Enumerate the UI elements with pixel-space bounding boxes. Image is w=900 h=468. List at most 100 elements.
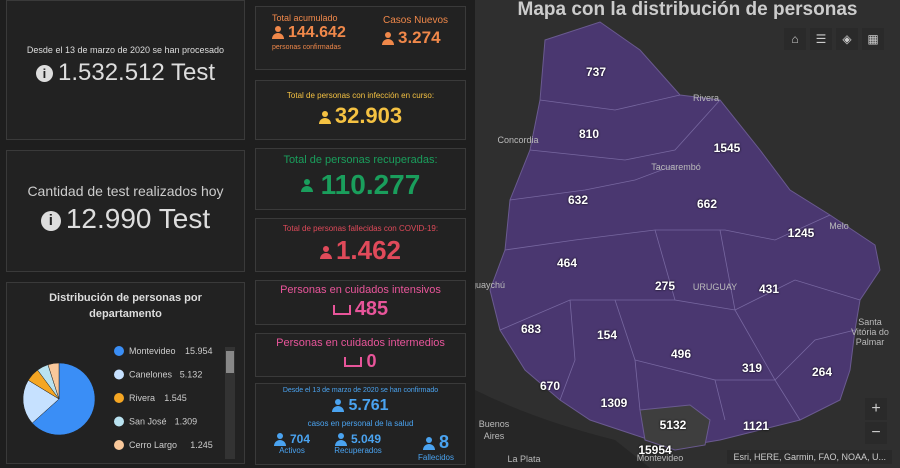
department-count: 264 bbox=[811, 365, 833, 379]
department-count: 810 bbox=[578, 127, 600, 141]
map: Mapa con la distribución de personas ⌂ ☰… bbox=[475, 0, 900, 468]
legend-button[interactable]: ☰ bbox=[810, 28, 832, 50]
caption: Total de personas fallecidas con COVID-1… bbox=[282, 224, 439, 233]
legend-name: Cerro Largo bbox=[129, 440, 177, 450]
department-count: 154 bbox=[596, 328, 618, 342]
legend-swatch bbox=[114, 440, 124, 450]
value: 12.990 Test bbox=[65, 203, 211, 234]
department-count: 5132 bbox=[659, 418, 687, 432]
legend-value: 1.245 bbox=[190, 440, 213, 450]
caption: Desde el 13 de marzo de 2020 se han proc… bbox=[26, 45, 225, 55]
intermediate-card: Personas en cuidados intermedios 0 bbox=[255, 333, 466, 377]
stat-number: 5.049 bbox=[350, 432, 382, 446]
caption: Total de personas recuperadas: bbox=[283, 154, 438, 166]
pie-slice bbox=[31, 362, 96, 436]
caption: Personas en cuidados intensivos bbox=[280, 284, 441, 296]
zoom-in[interactable]: + bbox=[865, 398, 887, 420]
deceased-card: Total de personas fallecidas con COVID-1… bbox=[255, 218, 466, 272]
place-label: Rivera bbox=[692, 93, 720, 103]
place-label: La Plata bbox=[507, 454, 541, 464]
legend-swatch bbox=[114, 416, 124, 427]
value: 144.642 bbox=[288, 24, 346, 41]
value: 485 bbox=[354, 298, 389, 320]
place-label: Tacuarembó bbox=[651, 162, 701, 172]
caption: Total de personas con infección en curso… bbox=[286, 91, 435, 100]
value-row: 5.761 bbox=[256, 397, 465, 415]
health-card: Desde el 13 de marzo de 2020 se han conf… bbox=[255, 383, 466, 465]
scrollbar bbox=[225, 347, 235, 459]
department-count: 464 bbox=[556, 256, 578, 270]
department-count: 431 bbox=[758, 282, 780, 296]
department-count: 1245 bbox=[787, 226, 815, 240]
attribution: Esri, HERE, Garmin, FAO, NOAA, U... bbox=[727, 450, 892, 464]
stat: 704 Activos bbox=[262, 432, 322, 455]
tests-today-panel: Cantidad de test realizados hoy i 12.990 … bbox=[6, 150, 245, 272]
sub: personas confirmadas bbox=[272, 44, 341, 51]
value: 1.532.512 Test bbox=[57, 59, 216, 86]
pie-chart: Montevideo 15.954 Canelones 5.132 Rivera 1.54… bbox=[22, 346, 213, 450]
legend-swatch bbox=[114, 346, 124, 356]
value-row: 144.642 bbox=[272, 24, 346, 42]
pie-slice bbox=[47, 362, 60, 400]
caption: Desde el 13 de marzo de 2020 se han conf… bbox=[282, 387, 439, 394]
value-row: 110.277 bbox=[256, 169, 465, 201]
sub: casos en personal de la salud bbox=[307, 419, 414, 428]
stat-number: 704 bbox=[289, 432, 311, 446]
caption: Total acumulado bbox=[272, 13, 338, 23]
value-row: 485 bbox=[256, 298, 465, 321]
place-label: Vitória do bbox=[851, 327, 889, 337]
place-label: Buenos bbox=[478, 419, 510, 429]
department-count: 670 bbox=[539, 379, 561, 393]
pie-slice bbox=[22, 379, 60, 424]
legend-value: 5.132 bbox=[180, 370, 203, 380]
stat-number: 8 bbox=[438, 432, 449, 452]
new-value-row: 3.274 bbox=[382, 28, 441, 48]
pie-panel: Distribución de personas por departament… bbox=[6, 282, 245, 464]
value: 0 bbox=[366, 351, 377, 371]
department-count: 632 bbox=[567, 193, 589, 207]
total-card: Total acumulado 144.642 personas confirm… bbox=[255, 6, 466, 70]
home-button[interactable]: ⌂ bbox=[784, 28, 806, 50]
pie-title: Distribución de personas por departament… bbox=[49, 292, 202, 320]
intensive-card: Personas en cuidados intensivos 485 bbox=[255, 280, 466, 325]
legend-name: San José bbox=[129, 417, 167, 427]
value-row: 32.903 bbox=[256, 103, 465, 129]
caption: Personas en cuidados intermedios bbox=[276, 337, 445, 349]
value-row: i 1.532.512 Test bbox=[7, 59, 244, 87]
stat-value: 704 bbox=[262, 432, 322, 447]
active-card: Total de personas con infección en curso… bbox=[255, 80, 466, 140]
new-caption: Casos Nuevos bbox=[383, 15, 449, 26]
place-label: Concordia bbox=[497, 135, 539, 145]
map-title: Mapa con la distribución de personas bbox=[517, 0, 858, 20]
value: 5.761 bbox=[348, 397, 389, 414]
caption: Cantidad de test realizados hoy bbox=[27, 183, 224, 199]
value: 1.462 bbox=[335, 235, 402, 265]
recovered-card: Total de personas recuperadas: 110.277 bbox=[255, 148, 466, 210]
legend-name: Montevideo bbox=[129, 346, 176, 356]
map-shapes bbox=[475, 0, 900, 468]
qr-button[interactable]: ▦ bbox=[862, 28, 884, 50]
zoom-out[interactable]: − bbox=[865, 422, 887, 444]
stat-value: 8 bbox=[406, 432, 466, 453]
department-count: 737 bbox=[585, 65, 607, 79]
legend-swatch bbox=[114, 369, 124, 380]
tests-processed-panel: Desde el 13 de marzo de 2020 se han proc… bbox=[6, 0, 245, 140]
value-row: 0 bbox=[256, 351, 465, 372]
stat-label: Recuperados bbox=[334, 446, 382, 456]
department-count: 496 bbox=[670, 347, 692, 361]
place-label: Melo bbox=[829, 221, 849, 231]
legend-value: 1.309 bbox=[175, 417, 198, 427]
department-count: 1309 bbox=[600, 396, 628, 410]
department-count: 683 bbox=[520, 322, 542, 336]
department-count: 1121 bbox=[742, 419, 770, 433]
stat: 8 Fallecidos bbox=[406, 432, 466, 462]
new-value: 3.274 bbox=[398, 28, 441, 47]
legend-value: 15.954 bbox=[185, 346, 213, 356]
department-count: 662 bbox=[696, 197, 718, 211]
department-count: 319 bbox=[741, 361, 763, 375]
department-count: 1545 bbox=[713, 141, 741, 155]
place-label: Montevideo bbox=[636, 453, 684, 463]
stat-label: Activos bbox=[279, 446, 305, 456]
stat: 5.049 Recuperados bbox=[328, 432, 388, 455]
layers-button[interactable]: ◈ bbox=[836, 28, 858, 50]
